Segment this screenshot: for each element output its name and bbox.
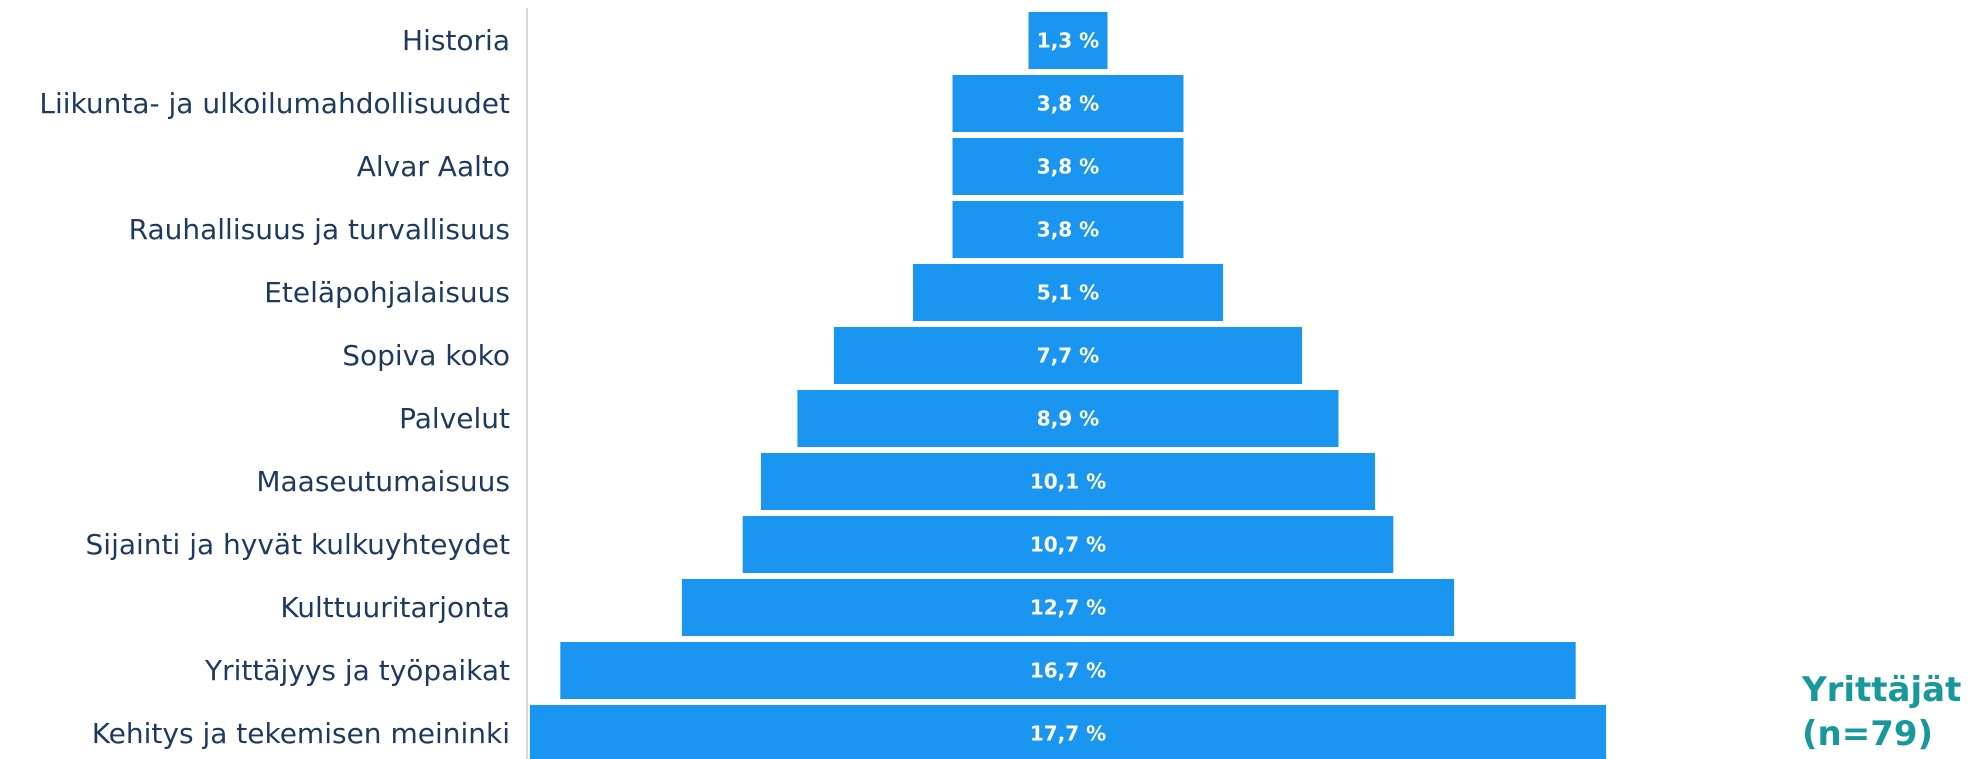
category-label-yrittajyys-ja-tyopaikat: Yrittäjyys ja työpaikat xyxy=(204,654,510,687)
value-label-palvelut: 8,9 % xyxy=(1037,407,1099,431)
value-label-alvar-aalto: 3,8 % xyxy=(1037,155,1099,179)
value-label-sopiva-koko: 7,7 % xyxy=(1037,344,1099,368)
category-label-rauhallisuus-ja-turvallisuus: Rauhallisuus ja turvallisuus xyxy=(129,213,510,246)
value-label-kehitys-ja-tekemisen-meininki: 17,7 % xyxy=(1030,722,1106,746)
bar-kulttuuritarjonta xyxy=(681,579,1455,636)
bar-alvar-aalto xyxy=(952,138,1184,195)
category-label-liikunta-ja-ulkoilumahdollisuudet: Liikunta- ja ulkoilumahdollisuudet xyxy=(39,87,510,120)
bar-sopiva-koko xyxy=(833,327,1303,384)
value-label-maaseutumaisuus: 10,1 % xyxy=(1030,470,1106,494)
bar-rauhallisuus-ja-turvallisuus xyxy=(952,201,1184,258)
value-label-rauhallisuus-ja-turvallisuus: 3,8 % xyxy=(1037,218,1099,242)
value-label-etelapohjalaisuus: 5,1 % xyxy=(1037,281,1099,305)
group-label-count: (n=79) xyxy=(1802,714,1934,754)
category-labels-group: Historia Liikunta- ja ulkoilumahdollisuud… xyxy=(39,24,510,750)
category-label-historia: Historia xyxy=(402,24,510,57)
value-labels-group: 1,3 % 3,8 % 3,8 % 3,8 % 5,1 % 7,7 % 8,9 % 10,1 … xyxy=(1030,29,1106,746)
value-label-yrittajyys-ja-tyopaikat: 16,7 % xyxy=(1030,659,1106,683)
bars-group xyxy=(529,12,1607,759)
value-label-historia: 1,3 % xyxy=(1037,29,1099,53)
bar-etelapohjalaisuus xyxy=(913,264,1224,321)
bar-kehitys-ja-tekemisen-meininki xyxy=(529,705,1607,759)
respondent-group-label: Yrittäjät (n=79) xyxy=(1802,668,1961,756)
group-label-name: Yrittäjät xyxy=(1802,670,1962,710)
bar-yrittajyys-ja-tyopaikat xyxy=(560,642,1576,699)
bar-palvelut xyxy=(797,390,1339,447)
value-label-kulttuuritarjonta: 12,7 % xyxy=(1030,596,1106,620)
bar-sijainti-ja-hyvat-kulkuyhteydet xyxy=(742,516,1394,573)
bar-historia xyxy=(1028,12,1108,69)
category-label-sijainti-ja-hyvat-kulkuyhteydet: Sijainti ja hyvät kulkuyhteydet xyxy=(86,528,511,561)
category-label-sopiva-koko: Sopiva koko xyxy=(342,339,510,372)
category-label-maaseutumaisuus: Maaseutumaisuus xyxy=(256,465,510,498)
value-label-liikunta-ja-ulkoilumahdollisuudet: 3,8 % xyxy=(1037,92,1099,116)
bar-liikunta-ja-ulkoilumahdollisuudet xyxy=(952,75,1184,132)
category-label-kehitys-ja-tekemisen-meininki: Kehitys ja tekemisen meininki xyxy=(92,717,510,750)
category-label-etelapohjalaisuus: Eteläpohjalaisuus xyxy=(264,276,510,309)
category-label-kulttuuritarjonta: Kulttuuritarjonta xyxy=(280,591,510,624)
bar-maaseutumaisuus xyxy=(761,453,1376,510)
value-label-sijainti-ja-hyvat-kulkuyhteydet: 10,7 % xyxy=(1030,533,1106,557)
category-label-palvelut: Palvelut xyxy=(399,402,510,435)
category-label-alvar-aalto: Alvar Aalto xyxy=(357,150,510,183)
